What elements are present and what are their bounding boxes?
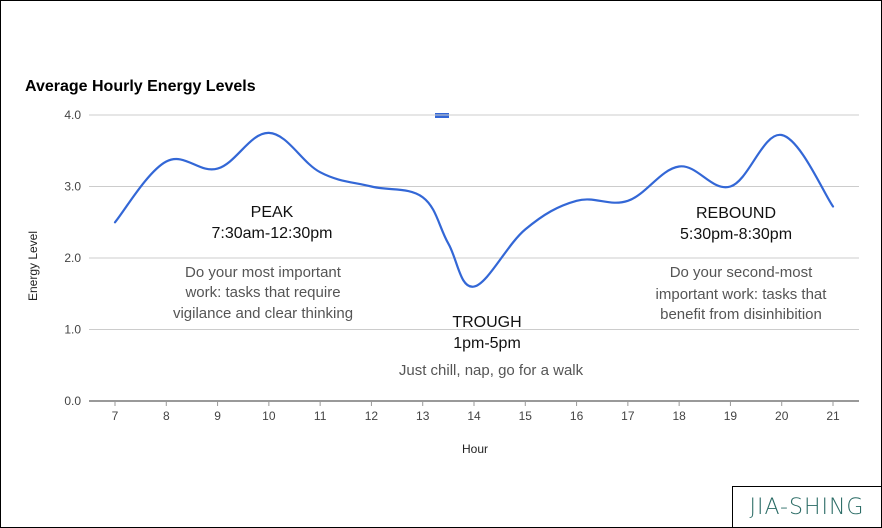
y-axis-ticks: 0.0 1.0 2.0 3.0 4.0 (64, 108, 81, 408)
rebound-annotation: REBOUND 5:30pm-8:30pm Do your second-mos… (656, 205, 828, 323)
x-tick-label: 21 (826, 409, 840, 423)
rebound-note-line: Do your second-most (670, 264, 813, 281)
x-tick-label: 18 (672, 409, 686, 423)
x-tick-label: 19 (724, 409, 738, 423)
y-tick-label: 4.0 (64, 108, 81, 122)
x-tick-label: 14 (467, 409, 481, 423)
rebound-range: 5:30pm-8:30pm (680, 226, 792, 243)
chart-title: Average Hourly Energy Levels (25, 78, 256, 95)
peak-heading: PEAK (251, 204, 294, 221)
trough-range: 1pm-5pm (453, 335, 521, 352)
y-tick-label: 3.0 (64, 180, 81, 194)
x-tick-label: 9 (214, 409, 221, 423)
brand-logo: JIA-SHING (732, 486, 881, 527)
x-tick-label: 13 (416, 409, 430, 423)
trough-heading: TROUGH (452, 314, 521, 331)
x-tick-label: 12 (365, 409, 379, 423)
energy-level-line (113, 131, 835, 288)
y-tick-label: 2.0 (64, 251, 81, 265)
x-tick-label: 7 (112, 409, 119, 423)
y-tick-label: 1.0 (64, 323, 81, 337)
peak-annotation: PEAK 7:30am-12:30pm Do your most importa… (173, 204, 353, 322)
x-axis-ticks: 7 8 9 10 11 12 13 14 15 16 17 18 19 20 21 (112, 401, 840, 423)
x-tick-label: 17 (621, 409, 635, 423)
rebound-note-line: important work: tasks that (656, 286, 828, 303)
gridlines (89, 114, 859, 402)
x-tick-label: 10 (262, 409, 276, 423)
x-tick-label: 15 (519, 409, 533, 423)
peak-note-line: work: tasks that require (184, 284, 340, 301)
trough-note-line: Just chill, nap, go for a walk (399, 362, 584, 379)
rebound-note-line: benefit from disinhibition (660, 306, 822, 323)
peak-range: 7:30am-12:30pm (212, 225, 333, 242)
peak-note-line: Do your most important (185, 264, 342, 281)
x-tick-label: 11 (314, 409, 327, 423)
x-tick-label: 20 (775, 409, 789, 423)
x-axis-label: Hour (462, 442, 488, 456)
peak-note-line: vigilance and clear thinking (173, 305, 353, 322)
x-tick-label: 16 (570, 409, 584, 423)
y-tick-label: 0.0 (64, 394, 81, 408)
rebound-heading: REBOUND (696, 205, 776, 222)
trough-annotation: TROUGH 1pm-5pm Just chill, nap, go for a… (399, 314, 584, 379)
x-tick-label: 8 (163, 409, 170, 423)
y-axis-label: Energy Level (26, 231, 40, 301)
